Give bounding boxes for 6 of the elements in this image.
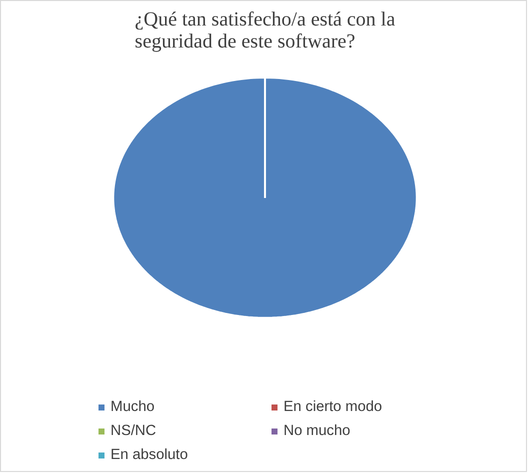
legend-label: En absoluto bbox=[110, 447, 189, 463]
legend-label: No mucho bbox=[284, 423, 352, 439]
legend-label: NS/NC bbox=[110, 423, 158, 439]
chart-title: ¿Qué tan satisfecho/a está con la seguridad de este software? bbox=[134, 8, 396, 52]
legend-label: Mucho bbox=[110, 399, 156, 415]
legend-label: En cierto modo bbox=[284, 399, 384, 415]
